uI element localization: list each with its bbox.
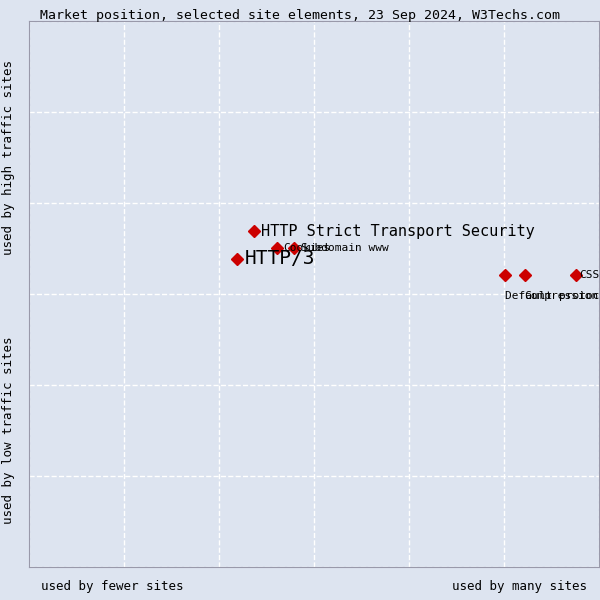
Text: used by high traffic sites: used by high traffic sites	[2, 60, 16, 255]
Text: Cookies: Cookies	[284, 242, 331, 253]
Text: Subdomain www: Subdomain www	[301, 242, 388, 253]
Text: used by low traffic sites: used by low traffic sites	[2, 337, 16, 524]
Text: used by fewer sites: used by fewer sites	[41, 580, 184, 593]
Text: Default protocol https: Default protocol https	[505, 291, 600, 301]
Text: Compression: Compression	[524, 291, 599, 301]
Text: CSS: CSS	[579, 270, 599, 280]
Text: Market position, selected site elements, 23 Sep 2024, W3Techs.com: Market position, selected site elements,…	[40, 9, 560, 22]
Text: used by many sites: used by many sites	[452, 580, 587, 593]
Text: HTTP/3: HTTP/3	[244, 249, 315, 268]
Text: HTTP Strict Transport Security: HTTP Strict Transport Security	[262, 224, 535, 239]
